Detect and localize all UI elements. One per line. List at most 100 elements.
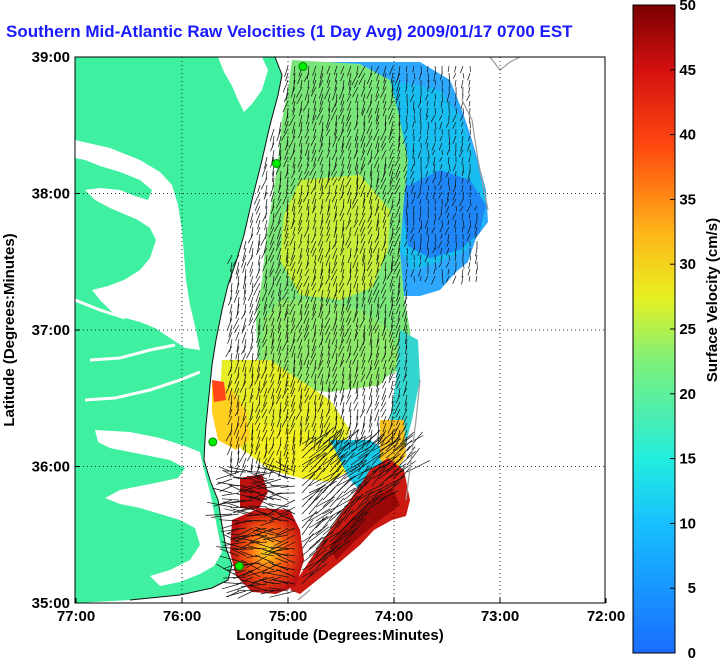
velocity-vector <box>301 457 313 473</box>
velocity-vector <box>292 366 296 378</box>
velocity-vector <box>392 475 404 487</box>
velocity-vector <box>276 226 282 240</box>
velocity-vector <box>216 546 240 550</box>
velocity-vector <box>222 470 247 473</box>
velocity-vector <box>296 261 303 275</box>
velocity-vector <box>333 198 338 209</box>
velocity-vector <box>446 191 450 201</box>
velocity-vector <box>395 205 401 218</box>
velocity-vector <box>301 511 318 522</box>
velocity-vector <box>327 359 331 369</box>
velocity-vector <box>269 240 275 252</box>
velocity-vector <box>262 212 268 222</box>
velocity-vector <box>335 408 338 421</box>
velocity-vector <box>235 310 240 319</box>
velocity-vector <box>327 387 331 399</box>
velocity-vector <box>389 282 394 292</box>
velocity-vector <box>229 457 233 468</box>
velocity-vector <box>251 331 254 341</box>
velocity-vector <box>385 481 401 494</box>
velocity-vector <box>378 465 397 480</box>
velocity-vector <box>340 408 345 420</box>
velocity-vector <box>382 212 387 224</box>
velocity-vector <box>298 324 303 334</box>
velocity-vector <box>454 254 457 261</box>
velocity-vector <box>371 468 390 480</box>
velocity-vector <box>307 338 310 348</box>
velocity-vector <box>330 107 338 121</box>
velocity-vector <box>312 121 317 132</box>
velocity-vector <box>314 408 317 419</box>
velocity-vector <box>469 219 472 228</box>
velocity-vector <box>242 562 268 577</box>
velocity-vector <box>310 184 317 194</box>
velocity-vector <box>290 219 296 230</box>
velocity-vector <box>390 345 394 355</box>
velocity-vector <box>312 422 317 432</box>
velocity-vector <box>318 303 324 318</box>
velocity-vector <box>350 475 368 487</box>
radar-station-marker <box>208 437 218 447</box>
velocity-vector <box>228 484 247 494</box>
velocity-vector <box>312 65 317 77</box>
velocity-vector <box>322 514 334 529</box>
velocity-vector <box>267 490 289 501</box>
velocity-vector <box>452 114 457 123</box>
velocity-vector <box>413 72 416 80</box>
velocity-vector <box>249 380 254 389</box>
velocity-vector <box>452 135 457 144</box>
velocity-vector <box>383 163 387 177</box>
velocity-vector <box>413 114 416 124</box>
velocity-vector <box>446 212 450 219</box>
velocity-vector <box>239 579 261 585</box>
velocity-vector <box>269 128 275 142</box>
velocity-vector <box>374 205 380 216</box>
velocity-vector <box>313 156 317 167</box>
velocity-vector <box>404 177 408 184</box>
velocity-vector <box>292 128 296 138</box>
velocity-vector <box>387 240 394 254</box>
velocity-vector <box>320 310 324 319</box>
velocity-vector <box>412 65 415 73</box>
velocity-vector <box>353 345 359 356</box>
velocity-vector <box>369 303 373 316</box>
velocity-vector <box>312 107 317 120</box>
velocity-vector <box>320 163 324 173</box>
velocity-vector <box>229 436 233 446</box>
velocity-vector <box>345 135 352 149</box>
radar-station-marker <box>298 62 308 72</box>
velocity-vector <box>263 589 282 592</box>
velocity-vector <box>459 198 464 207</box>
velocity-vector <box>378 490 399 501</box>
velocity-vector <box>239 464 247 477</box>
velocity-vector <box>319 191 324 200</box>
velocity-vector <box>299 415 303 427</box>
velocity-vector <box>397 142 401 152</box>
velocity-vector <box>380 170 387 183</box>
velocity-vector <box>300 142 303 153</box>
velocity-vector <box>278 177 282 190</box>
velocity-vector <box>298 170 303 180</box>
velocity-vector <box>266 507 282 515</box>
velocity-vector <box>347 387 352 399</box>
velocity-vector <box>307 205 310 216</box>
velocity-vector <box>433 72 436 82</box>
velocity-vector <box>346 338 352 352</box>
velocity-vector <box>263 387 268 398</box>
velocity-vector <box>375 387 380 397</box>
velocity-vector <box>410 163 415 172</box>
velocity-vector <box>227 527 240 535</box>
velocity-vector <box>221 492 240 496</box>
velocity-vector <box>427 205 429 213</box>
velocity-vector <box>340 310 345 322</box>
velocity-vector <box>447 233 450 242</box>
velocity-vector <box>341 254 345 266</box>
velocity-vector <box>350 507 367 529</box>
velocity-vector <box>406 261 409 268</box>
velocity-vector <box>381 142 387 151</box>
velocity-vector <box>382 107 387 117</box>
velocity-vector <box>462 226 464 233</box>
velocity-vector <box>447 65 450 72</box>
velocity-vector <box>312 72 317 84</box>
